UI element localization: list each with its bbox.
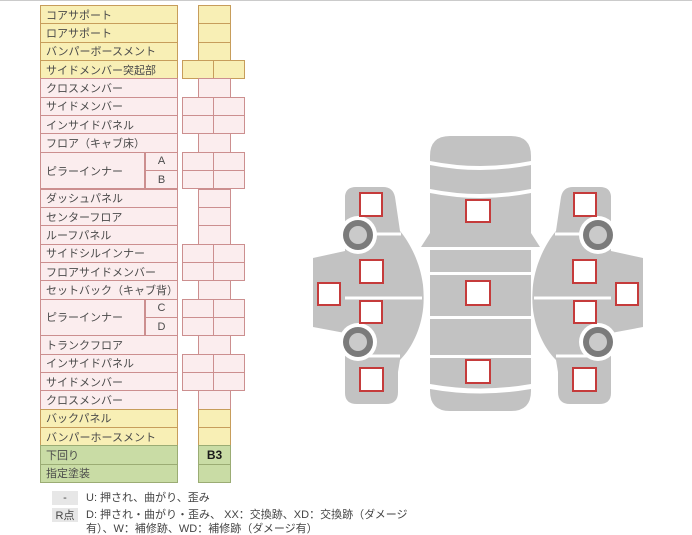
value-cell[interactable] <box>198 280 231 300</box>
value-cell[interactable] <box>182 243 214 263</box>
row-label: センターフロア <box>40 206 178 227</box>
row-label: サイドメンバー突起部 <box>40 60 178 80</box>
value-cell[interactable] <box>213 372 245 392</box>
row-label: クロスメンバー <box>40 390 178 410</box>
damage-checkbox-left-front-fender[interactable] <box>359 192 383 217</box>
value-cell[interactable] <box>213 316 245 337</box>
legend-row-u: - U: 押され、曲がり、歪み <box>52 491 408 505</box>
value-cell[interactable] <box>213 96 245 117</box>
row-sublabel: B <box>145 170 178 190</box>
front-bumper <box>430 136 531 166</box>
value-cell[interactable] <box>198 41 231 62</box>
row-label: インサイドパネル <box>40 115 178 135</box>
value-cell[interactable] <box>213 353 245 373</box>
legend-badge-dash: - <box>52 491 78 505</box>
value-cell[interactable] <box>182 151 214 172</box>
value-cell[interactable] <box>198 23 231 43</box>
damage-checkbox-roof[interactable] <box>465 280 491 306</box>
windshield <box>430 250 531 272</box>
value-cell[interactable] <box>213 170 245 190</box>
row-sublabel: D <box>145 316 178 337</box>
damage-checkbox-left-rear-door[interactable] <box>359 300 383 324</box>
value-cell[interactable] <box>213 298 245 318</box>
damage-checkbox-hood[interactable] <box>465 199 491 223</box>
damage-checkbox-right-side-sill[interactable] <box>615 282 639 306</box>
row-label: ダッシュパネル <box>40 188 178 208</box>
row-sublabel: C <box>145 298 178 318</box>
car-damage-diagram <box>311 136 645 411</box>
legend-text-u: U: 押され、曲がり、歪み <box>86 492 210 504</box>
value-cell[interactable] <box>198 390 231 410</box>
damage-checkbox-right-rear-door[interactable] <box>573 300 597 324</box>
value-cell[interactable]: B3 <box>198 445 231 465</box>
row-label: トランクフロア <box>40 335 178 355</box>
value-cell[interactable] <box>182 298 214 318</box>
rear-glass <box>430 319 531 355</box>
value-cell[interactable] <box>198 206 231 227</box>
legend-badge-rpoint: R点 <box>52 508 78 522</box>
value-cell[interactable] <box>182 96 214 117</box>
row-label: セットバック（キャブ背） <box>40 280 178 300</box>
value-cell[interactable] <box>182 261 214 282</box>
row-sublabel: A <box>145 151 178 172</box>
row-label: ピラーインナー <box>40 298 145 337</box>
row-label: バンパーホースメント <box>40 427 178 447</box>
value-cell[interactable] <box>182 60 214 80</box>
top-divider <box>0 0 692 1</box>
row-label: バックパネル <box>40 408 178 429</box>
row-label: フロアサイドメンバー <box>40 261 178 282</box>
row-label: クロスメンバー <box>40 78 178 98</box>
row-label: フロア（キャブ床） <box>40 133 178 153</box>
row-label: 指定塗装 <box>40 463 178 484</box>
value-cell[interactable] <box>182 372 214 392</box>
damage-checkbox-right-front-fender[interactable] <box>573 192 597 217</box>
value-cell[interactable] <box>213 115 245 135</box>
value-cell[interactable] <box>213 243 245 263</box>
row-label: サイドシルインナー <box>40 243 178 263</box>
value-cell[interactable] <box>198 408 231 429</box>
value-cell[interactable] <box>182 316 214 337</box>
value-cell[interactable] <box>213 261 245 282</box>
legend-row-rpoint: R点 D: 押され・曲がり・歪み、 XX：交換跡、XD：交換跡（ダメージ有）、W… <box>52 508 408 535</box>
legend: - U: 押され、曲がり、歪み R点 D: 押され・曲がり・歪み、 XX：交換跡… <box>52 491 408 535</box>
value-cell[interactable] <box>198 335 231 355</box>
row-label: ロアサポート <box>40 23 178 43</box>
value-cell[interactable] <box>213 60 245 80</box>
damage-parts-table: コアサポート ロアサポート バンパーボースメント サイドメンバー突起部 クロスメンバーサ… <box>40 5 246 484</box>
row-label: ピラーインナー <box>40 151 145 190</box>
row-label: コアサポート <box>40 5 178 25</box>
value-cell[interactable] <box>213 151 245 172</box>
damage-checkbox-right-front-door[interactable] <box>572 259 597 284</box>
value-cell[interactable] <box>182 115 214 135</box>
damage-checkbox-trunk[interactable] <box>465 359 491 384</box>
row-label: 下回り <box>40 445 178 465</box>
row-label: サイドメンバー <box>40 96 178 117</box>
row-label: インサイドパネル <box>40 353 178 373</box>
row-label: ルーフパネル <box>40 225 178 245</box>
damage-checkbox-right-rear-fender[interactable] <box>572 367 597 392</box>
value-cell[interactable] <box>198 225 231 245</box>
rear-bumper <box>430 389 531 411</box>
row-label: サイドメンバー <box>40 372 178 392</box>
value-cell[interactable] <box>198 427 231 447</box>
value-cell[interactable] <box>198 188 231 208</box>
value-cell[interactable] <box>198 133 231 153</box>
hood-panel <box>430 165 531 194</box>
value-cell[interactable] <box>182 170 214 190</box>
value-cell[interactable] <box>198 78 231 98</box>
value-cell[interactable] <box>198 463 231 484</box>
row-label: バンパーボースメント <box>40 41 178 62</box>
damage-checkbox-left-rear-fender[interactable] <box>359 367 384 392</box>
damage-checkbox-left-front-door[interactable] <box>359 259 384 284</box>
value-cell[interactable] <box>198 5 231 25</box>
value-cell[interactable] <box>182 353 214 373</box>
legend-text-rpoint: D: 押され・曲がり・歪み、 XX：交換跡、XD：交換跡（ダメージ有）、W：補修… <box>86 509 408 535</box>
damage-checkbox-left-side-sill[interactable] <box>317 282 341 306</box>
